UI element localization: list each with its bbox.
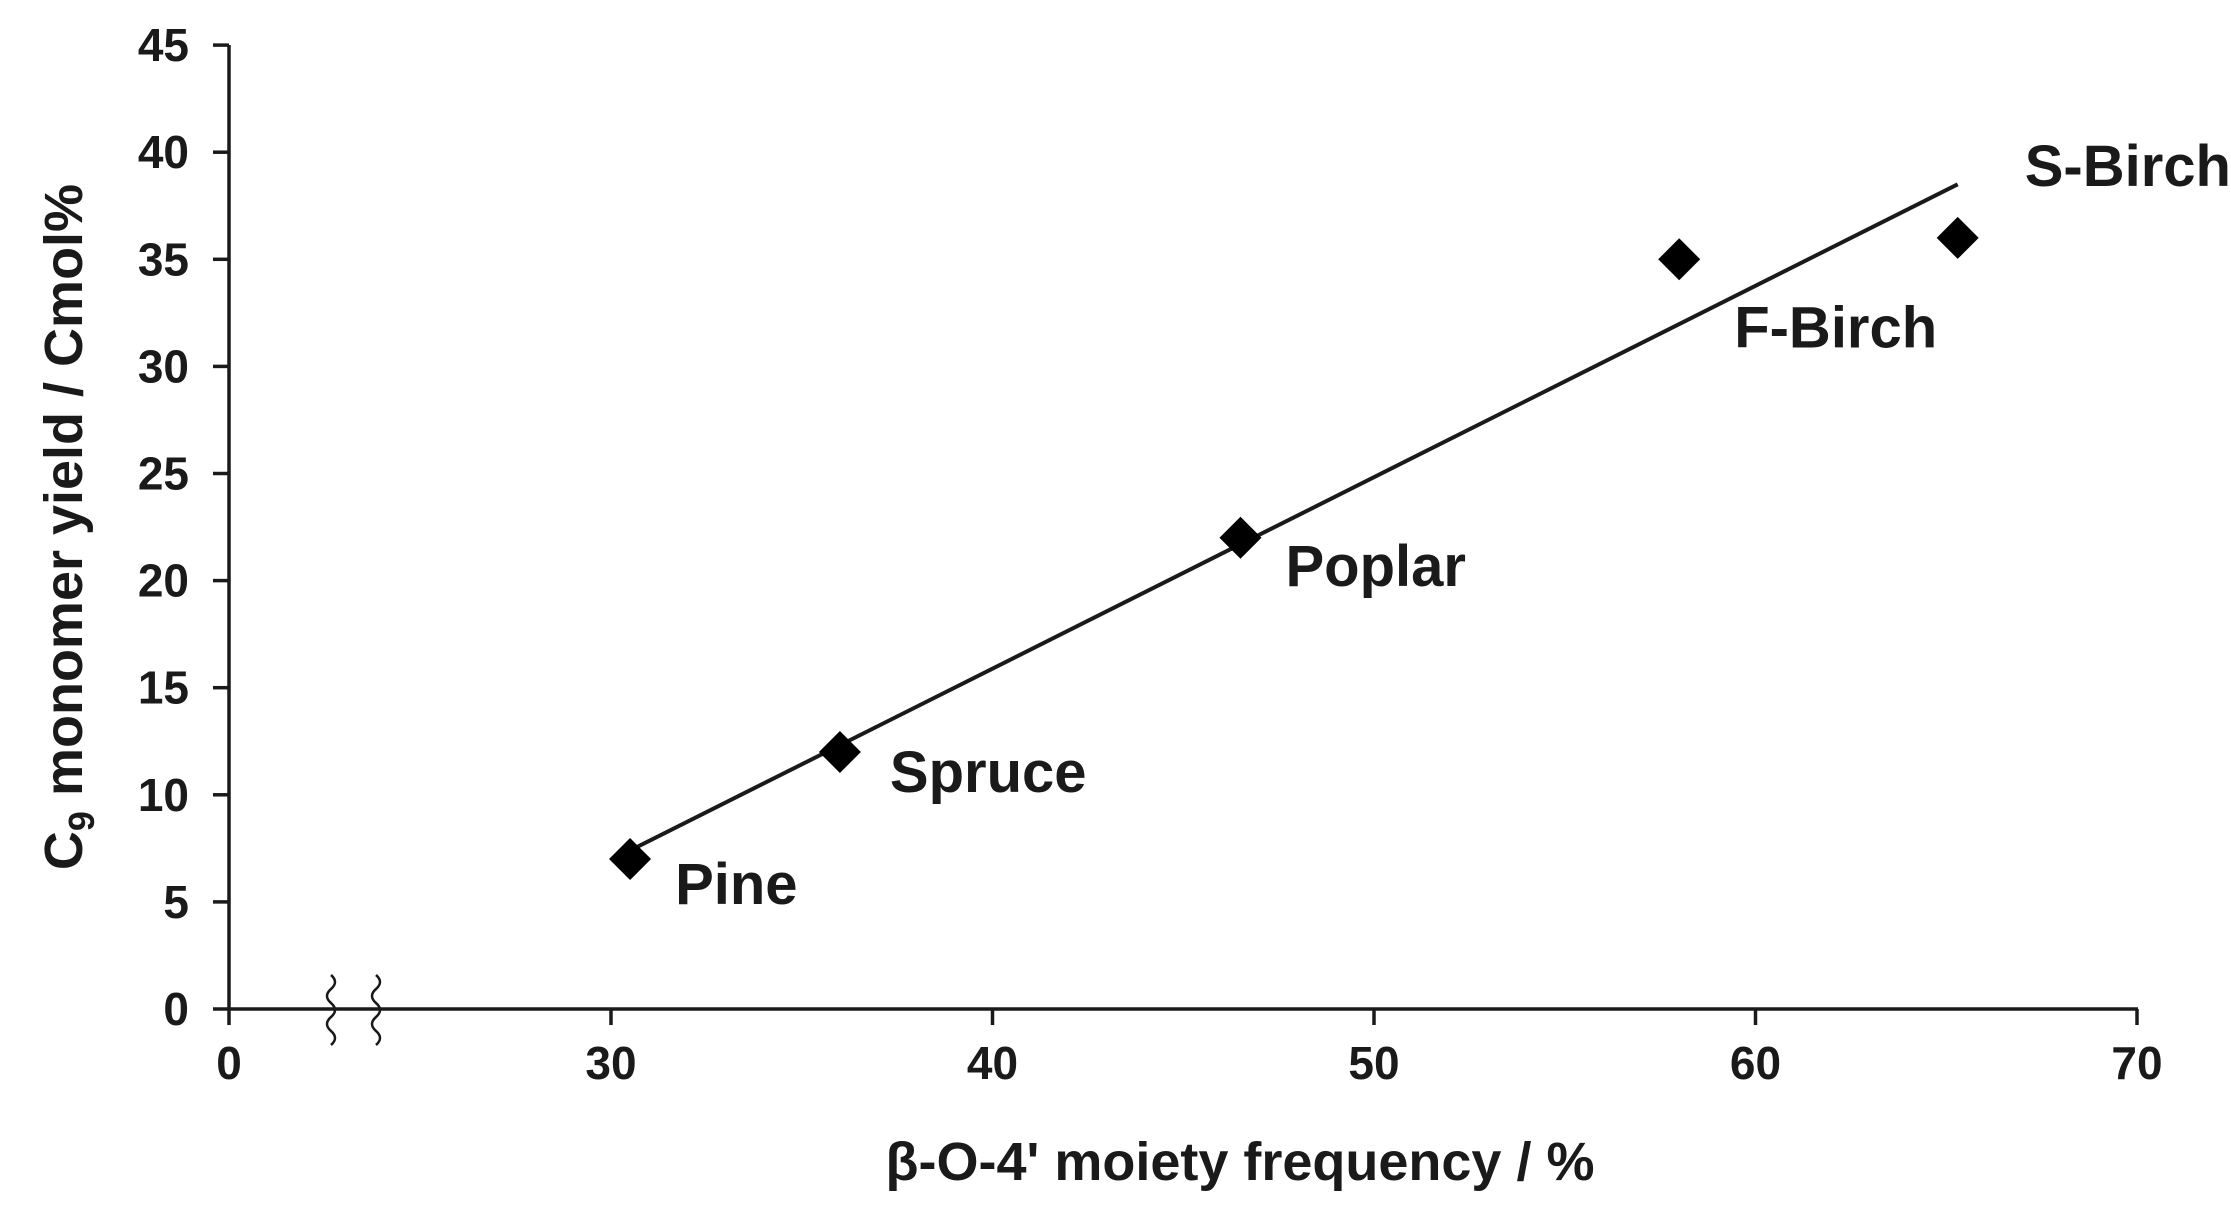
data-point-marker	[1936, 216, 1979, 259]
y-tick-label: 25	[138, 448, 189, 500]
data-point-marker	[609, 838, 652, 881]
y-tick-label: 10	[138, 769, 189, 821]
y-axis-title: C9 monomer yield / Cmol%	[34, 184, 102, 870]
axis-break-mark	[325, 974, 337, 1046]
data-point-marker	[818, 730, 861, 773]
y-tick-label: 45	[138, 19, 189, 71]
data-point-marker	[1219, 516, 1262, 559]
y-axis-title-rest: monomer yield / Cmol%	[34, 184, 94, 811]
y-ticks: 0 5 10 15 20 25 30 35 40 45	[138, 19, 229, 1035]
point-labels: Pine Spruce Poplar F-Birch S-Birch	[675, 134, 2231, 917]
x-tick-label: 30	[585, 1037, 636, 1089]
y-tick-label: 30	[138, 340, 189, 392]
data-point-label: Poplar	[1285, 534, 1466, 599]
y-axis-title-main: C	[34, 831, 94, 870]
x-tick-label: 70	[2111, 1037, 2162, 1089]
data-point-marker	[1658, 238, 1701, 281]
axis-break-mark	[370, 974, 382, 1046]
data-points	[609, 216, 1979, 881]
y-tick-label: 35	[138, 233, 189, 285]
y-tick-label: 15	[138, 662, 189, 714]
axes	[227, 45, 2138, 1011]
y-tick-label: 40	[138, 126, 189, 178]
y-tick-label: 0	[163, 983, 189, 1035]
y-axis-title-subscript: 9	[61, 811, 102, 831]
x-tick-label: 0	[216, 1037, 242, 1089]
x-tick-label: 50	[1348, 1037, 1399, 1089]
axis-break	[325, 974, 382, 1046]
data-point-label: F-Birch	[1734, 295, 1937, 360]
x-ticks: 0 30 40 50 60 70	[216, 1009, 2163, 1089]
x-tick-label: 40	[967, 1037, 1018, 1089]
x-axis-title: β-O-4' moiety frequency / %	[886, 1132, 1595, 1192]
data-point-label: S-Birch	[2025, 134, 2231, 199]
y-tick-label: 5	[163, 876, 189, 928]
x-tick-label: 60	[1730, 1037, 1781, 1089]
data-point-label: Spruce	[890, 740, 1087, 805]
y-tick-label: 20	[138, 555, 189, 607]
trendline	[629, 182, 1959, 853]
data-point-label: Pine	[675, 852, 798, 917]
